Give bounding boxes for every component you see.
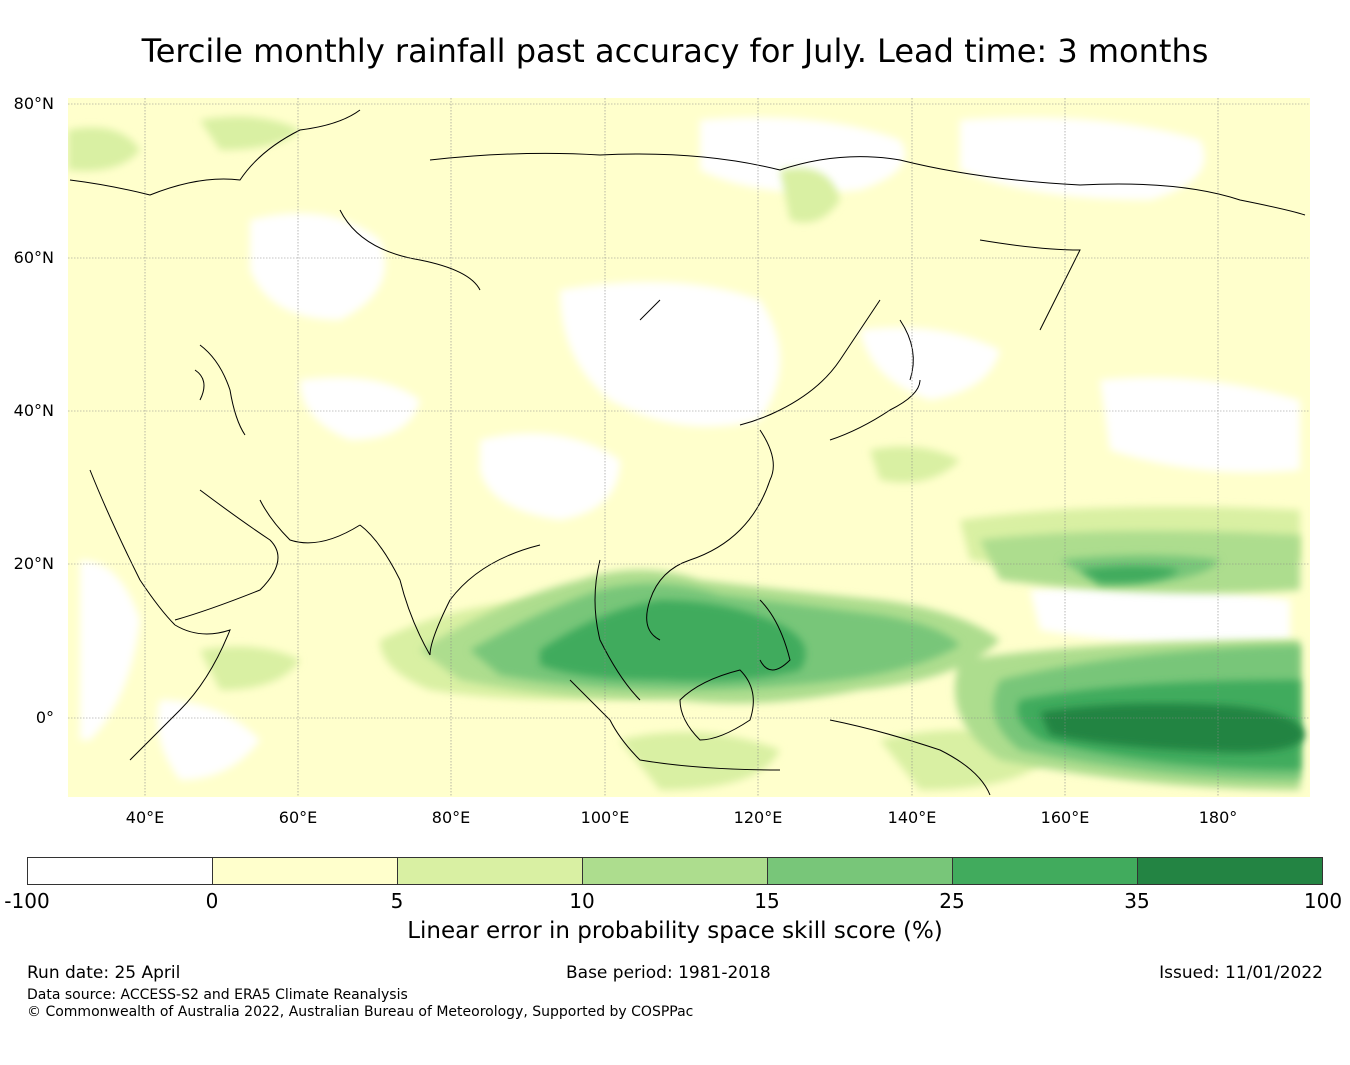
colorbar-tick: 35: [1124, 889, 1150, 913]
colorbar-tick: 0: [205, 889, 219, 913]
lat-label-60n: 60°N: [13, 248, 54, 267]
gridlines: [68, 98, 1310, 797]
colorbar-tick: 100: [1303, 889, 1343, 913]
data-source: Data source: ACCESS-S2 and ERA5 Climate …: [27, 987, 408, 1003]
colorbar-segment-15-25: [768, 858, 953, 884]
colorbar-tick: 15: [754, 889, 780, 913]
lat-label-40n: 40°N: [13, 401, 54, 420]
copyright: © Commonwealth of Australia 2022, Austra…: [27, 1004, 694, 1020]
lat-label-0: 0°: [35, 708, 54, 727]
colorbar-segment-neg100-0: [28, 858, 213, 884]
colorbar-segment-25-35: [953, 858, 1138, 884]
lat-label-80n: 80°N: [13, 94, 54, 113]
colorbar-segment-35-100: [1138, 858, 1322, 884]
colorbar-tick: -100: [4, 889, 50, 913]
lon-label-180: 180°: [1198, 808, 1238, 827]
lat-label-20n: 20°N: [13, 554, 54, 573]
lon-label-40e: 40°E: [125, 808, 165, 827]
issued-date: Issued: 11/01/2022: [1159, 963, 1323, 983]
colorbar-label: Linear error in probability space skill …: [407, 918, 943, 944]
colorbar-tick: 10: [569, 889, 595, 913]
lon-label-100e: 100°E: [580, 808, 630, 827]
skill-35-100-regions: [1040, 703, 1305, 753]
colorbar-segment-5-10: [398, 858, 583, 884]
lon-label-80e: 80°E: [431, 808, 471, 827]
colorbar-segment-10-15: [583, 858, 768, 884]
colorbar-tick: 25: [939, 889, 965, 913]
lon-label-120e: 120°E: [733, 808, 783, 827]
base-period: Base period: 1981-2018: [566, 963, 771, 983]
chart-title: Tercile monthly rainfall past accuracy f…: [141, 32, 1209, 70]
colorbar: [27, 857, 1323, 885]
lon-label-160e: 160°E: [1040, 808, 1090, 827]
coastlines: [69, 109, 1306, 796]
lon-label-60e: 60°E: [278, 808, 318, 827]
negative-skill-regions: [80, 117, 1300, 780]
run-date: Run date: 25 April: [27, 963, 181, 983]
colorbar-tick: 5: [390, 889, 404, 913]
colorbar-segment-0-5: [213, 858, 398, 884]
lon-label-140e: 140°E: [887, 808, 937, 827]
skill-score-map: 80°N 60°N 40°N 20°N 0° 40°E 60°E 80°E 10…: [13, 94, 1310, 827]
